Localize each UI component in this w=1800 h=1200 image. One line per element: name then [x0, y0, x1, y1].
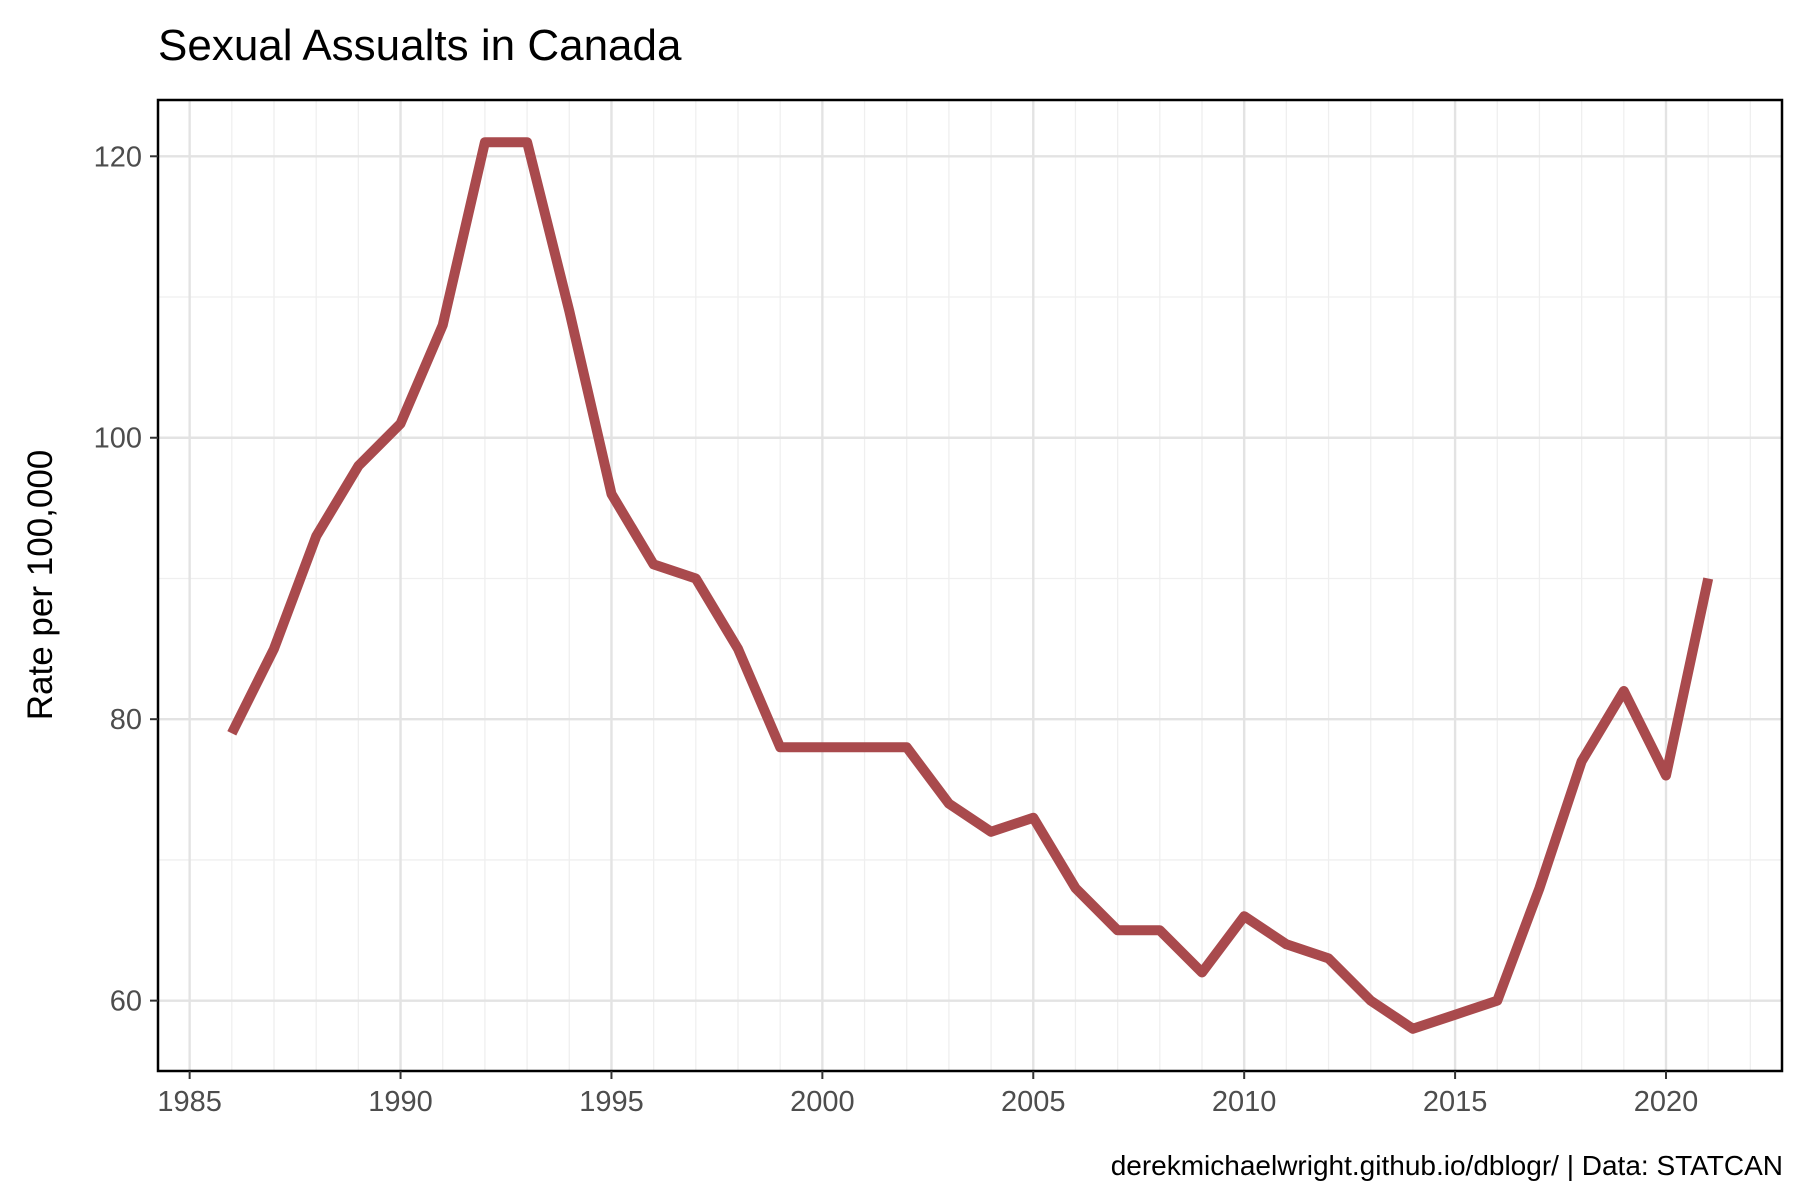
- data-point: [484, 142, 485, 143]
- data-point: [1202, 972, 1203, 973]
- data-point: [1117, 930, 1118, 931]
- minor-gridlines: [158, 100, 1782, 1071]
- data-point: [906, 747, 907, 748]
- y-tick-label: 100: [94, 423, 142, 455]
- data-point: [1581, 761, 1582, 762]
- data-point: [1370, 1000, 1371, 1001]
- y-axis-title: Rate per 100,000: [21, 450, 60, 720]
- data-point: [442, 325, 443, 326]
- series-layer: [227, 137, 1714, 1034]
- data-point: [991, 831, 992, 832]
- data-point: [1539, 888, 1540, 889]
- data-point: [400, 423, 401, 424]
- series-line: [227, 137, 1714, 1034]
- y-tick-labels: 60 80 100 120: [94, 141, 142, 1017]
- data-point: [948, 803, 949, 804]
- x-tick-label: 2005: [1001, 1086, 1066, 1118]
- data-point: [1497, 1000, 1498, 1001]
- data-point: [864, 747, 865, 748]
- x-tick-labels: 1985 1990 1995 2000 2005 2010 2015 2020: [157, 1086, 1698, 1118]
- data-point: [1412, 1028, 1413, 1029]
- major-gridlines: [158, 100, 1782, 1071]
- data-point: [1286, 944, 1287, 945]
- data-point: [1159, 930, 1160, 931]
- data-point: [231, 733, 232, 734]
- data-point: [1666, 775, 1667, 776]
- axis-ticks: [150, 155, 1667, 1079]
- x-tick-label: 1985: [157, 1086, 222, 1118]
- data-point: [316, 536, 317, 537]
- y-tick-label: 120: [94, 141, 142, 173]
- data-point: [1075, 888, 1076, 889]
- data-point: [1708, 578, 1709, 579]
- data-point: [695, 578, 696, 579]
- x-tick-label: 2020: [1634, 1086, 1699, 1118]
- x-tick-label: 1990: [368, 1086, 433, 1118]
- chart-title: Sexual Assualts in Canada: [158, 21, 682, 70]
- data-point: [274, 648, 275, 649]
- data-point: [1244, 916, 1245, 917]
- caption: derekmichaelwright.github.io/dblogr/ | D…: [1111, 1150, 1783, 1181]
- data-point: [1623, 691, 1624, 692]
- data-point: [653, 564, 654, 565]
- data-point: [738, 648, 739, 649]
- data-point: [1328, 958, 1329, 959]
- data-point: [822, 747, 823, 748]
- data-point: [611, 494, 612, 495]
- data-point: [1033, 817, 1034, 818]
- x-tick-label: 2015: [1423, 1086, 1488, 1118]
- data-point: [780, 747, 781, 748]
- plot-border: [156, 98, 1784, 1073]
- data-point: [527, 142, 528, 143]
- x-tick-label: 2010: [1212, 1086, 1277, 1118]
- x-tick-label: 2000: [790, 1086, 855, 1118]
- data-point: [569, 311, 570, 312]
- data-point: [358, 465, 359, 466]
- y-tick-label: 60: [110, 986, 142, 1018]
- x-tick-label: 1995: [579, 1086, 644, 1118]
- data-point: [1455, 1014, 1456, 1015]
- y-tick-label: 80: [110, 704, 142, 736]
